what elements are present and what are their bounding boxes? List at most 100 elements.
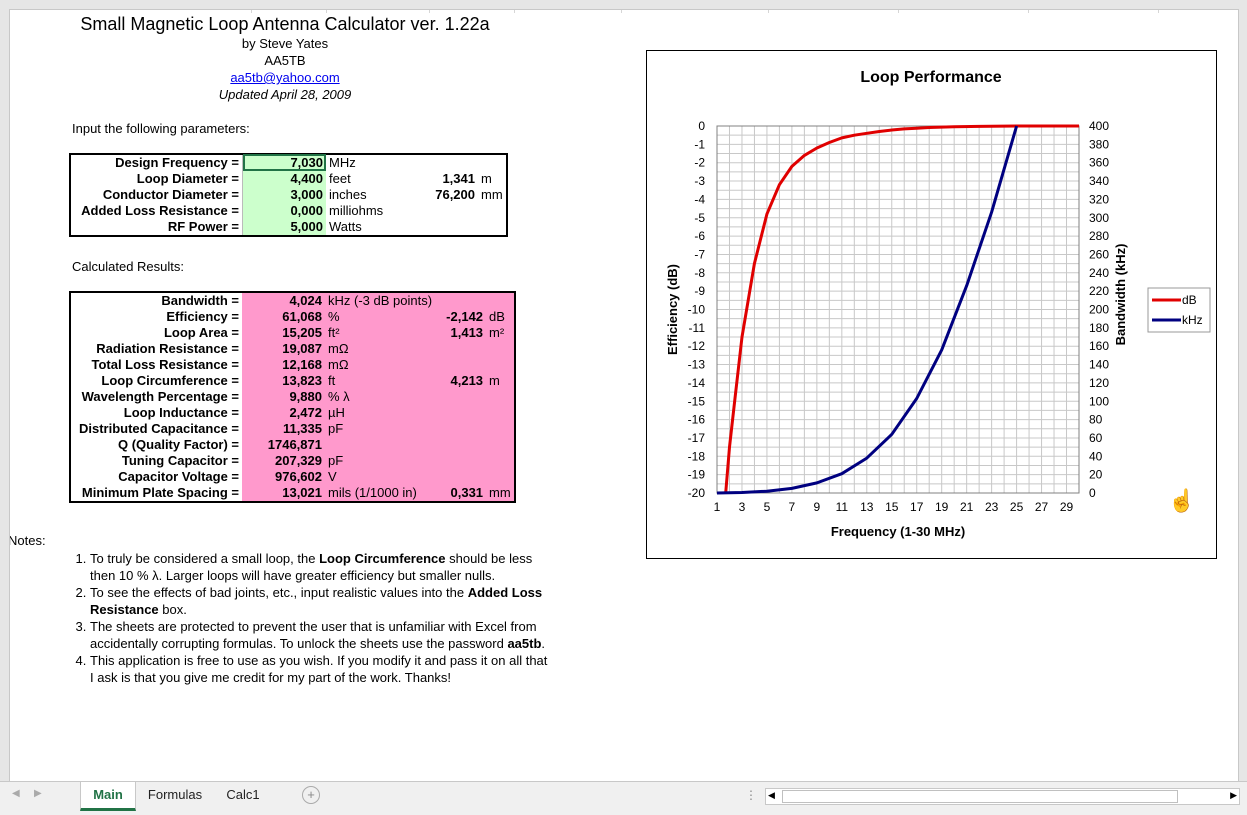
input-row: Loop Diameter = 4,400 feet 1,341 m xyxy=(70,171,507,187)
unit-label: V xyxy=(325,469,436,485)
converted-value xyxy=(435,469,487,485)
input-value-cell[interactable]: 3,000 xyxy=(242,187,326,203)
unit-label: pF xyxy=(325,421,436,437)
result-row: Total Loss Resistance = 12,168 mΩ xyxy=(70,357,515,373)
unit-label: % xyxy=(325,309,436,325)
result-row: Q (Quality Factor) = 1746,871 xyxy=(70,437,515,453)
series-line-kHz xyxy=(716,125,1019,495)
y-left-tick-label: -6 xyxy=(694,229,705,243)
results-table: Bandwidth = 4,024 kHz (-3 dB points) Effici… xyxy=(69,291,516,503)
y-right-tick-label: 160 xyxy=(1089,339,1109,353)
worksheet[interactable]: Small Magnetic Loop Antenna Calculator v… xyxy=(9,9,1239,783)
y-left-tick-label: -19 xyxy=(688,468,706,482)
loop-performance-chart[interactable]: 1 3 5 7 9 11 13 15 17 19 21 23 25 27 29 0 -1 -2 -3 -4 -5 -6 -7… xyxy=(646,50,1217,559)
result-row: Loop Inductance = 2,472 µH xyxy=(70,405,515,421)
result-row: Efficiency = 61,068% -2,142 dB xyxy=(70,309,515,325)
converted-value xyxy=(435,341,487,357)
x-tick-label: 23 xyxy=(985,500,999,514)
y-left-tick-label: -11 xyxy=(689,321,706,335)
y-left-tick-label: -18 xyxy=(688,449,706,463)
result-value: 4,024 xyxy=(242,292,325,309)
y-left-tick-label: -4 xyxy=(694,192,705,206)
scroll-thumb[interactable] xyxy=(782,790,1178,803)
unit-label: inches xyxy=(329,187,367,202)
input-value-cell[interactable]: 4,400 xyxy=(242,171,326,187)
unit-label xyxy=(325,437,436,453)
updated-text: Updated April 28, 2009 xyxy=(218,87,352,102)
converted-unit xyxy=(486,292,515,309)
converted-value xyxy=(427,219,478,236)
unit-label: mΩ xyxy=(325,357,436,373)
x-tick-label: 3 xyxy=(739,500,746,514)
tab-main[interactable]: Main xyxy=(80,782,136,811)
result-label: Radiation Resistance = xyxy=(96,341,239,356)
legend-box xyxy=(1147,287,1211,333)
result-value: 2,472 xyxy=(242,405,325,421)
scroll-left-icon[interactable]: ◀ xyxy=(768,790,775,800)
result-row: Loop Circumference = 13,823 ft 4,213 m xyxy=(70,373,515,389)
y-left-tick-label: -7 xyxy=(694,247,705,261)
converted-value: 1,341 xyxy=(442,171,475,186)
input-row: Design Frequency = 7,030 MHz xyxy=(70,154,507,171)
callsign-text: AA5TB xyxy=(264,53,306,68)
input-label: Conductor Diameter = xyxy=(102,187,239,202)
converted-value xyxy=(435,437,487,453)
result-row: Loop Area = 15,205 ft² 1,413 m² xyxy=(70,325,515,341)
converted-unit xyxy=(486,341,515,357)
scroll-splitter-icon[interactable]: ⋮ xyxy=(745,788,757,802)
tab-prev-icon[interactable]: ◀ xyxy=(12,788,20,799)
scroll-right-icon[interactable]: ▶ xyxy=(1230,790,1237,800)
input-value-cell[interactable]: 7,030 xyxy=(242,154,326,171)
y-right-tick-label: 400 xyxy=(1089,119,1109,133)
y-left-tick-label: -10 xyxy=(688,303,706,317)
x-tick-label: 11 xyxy=(836,500,849,514)
y-right-tick-label: 40 xyxy=(1089,449,1103,463)
y-right-tick-label: 100 xyxy=(1089,394,1109,408)
x-tick-label: 27 xyxy=(1035,500,1049,514)
page-title: Small Magnetic Loop Antenna Calculator v… xyxy=(80,14,490,34)
x-tick-label: 19 xyxy=(935,500,949,514)
tab-calc1[interactable]: Calc1 xyxy=(226,787,260,802)
converted-unit xyxy=(478,154,507,171)
result-value: 11,335 xyxy=(242,421,325,437)
result-label: Q (Quality Factor) = xyxy=(118,437,239,452)
y-right-tick-label: 140 xyxy=(1089,358,1109,372)
converted-value: 1,413 xyxy=(435,325,487,341)
x-tick-label: 7 xyxy=(789,500,796,514)
converted-unit: mm xyxy=(486,485,515,502)
horizontal-scrollbar[interactable]: ◀ ▶ xyxy=(765,788,1240,805)
y-right-tick-label: 180 xyxy=(1089,321,1109,335)
y-left-tick-label: -2 xyxy=(694,156,705,170)
input-value-cell[interactable]: 0,000 xyxy=(242,203,326,219)
tab-next-icon[interactable]: ▶ xyxy=(34,788,42,799)
input-value-cell[interactable]: 5,000 xyxy=(242,219,326,236)
y-right-tick-label: 120 xyxy=(1089,376,1109,390)
result-label: Tuning Capacitor = xyxy=(121,453,239,468)
converted-unit: m xyxy=(486,373,515,389)
plot-border xyxy=(716,125,1080,494)
email-link[interactable]: aa5tb@yahoo.com xyxy=(230,70,340,85)
input-label: Added Loss Resistance = xyxy=(81,203,239,218)
y-right-axis-title: Bandwidth (kHz) xyxy=(1113,244,1128,346)
y-right-tick-label: 20 xyxy=(1089,468,1103,482)
converted-value: 4,213 xyxy=(435,373,487,389)
converted-value: -2,142 xyxy=(435,309,487,325)
unit-label: mΩ xyxy=(325,341,436,357)
x-axis-title: Frequency (1-30 MHz) xyxy=(831,524,965,539)
input-label: Design Frequency = xyxy=(115,155,239,170)
converted-unit xyxy=(486,469,515,485)
result-value: 13,823 xyxy=(242,373,325,389)
tab-formulas[interactable]: Formulas xyxy=(147,787,203,802)
result-row: Minimum Plate Spacing = 13,021 mils (1/100… xyxy=(70,485,515,502)
converted-unit xyxy=(478,203,507,219)
result-label: Capacitor Voltage = xyxy=(118,469,239,484)
unit-label: µH xyxy=(325,405,436,421)
chart-svg: 1 3 5 7 9 11 13 15 17 19 21 23 25 27 290-1-2-3-4-5-6-7… xyxy=(665,69,1211,539)
y-right-tick-label: 340 xyxy=(1089,174,1109,188)
add-sheet-icon[interactable]: + xyxy=(302,786,320,804)
result-value: 976,602 xyxy=(242,469,325,485)
x-tick-label: 15 xyxy=(885,500,899,514)
x-tick-label: 9 xyxy=(814,500,821,514)
result-value: 15,205 xyxy=(242,325,325,341)
converted-unit xyxy=(486,389,515,405)
